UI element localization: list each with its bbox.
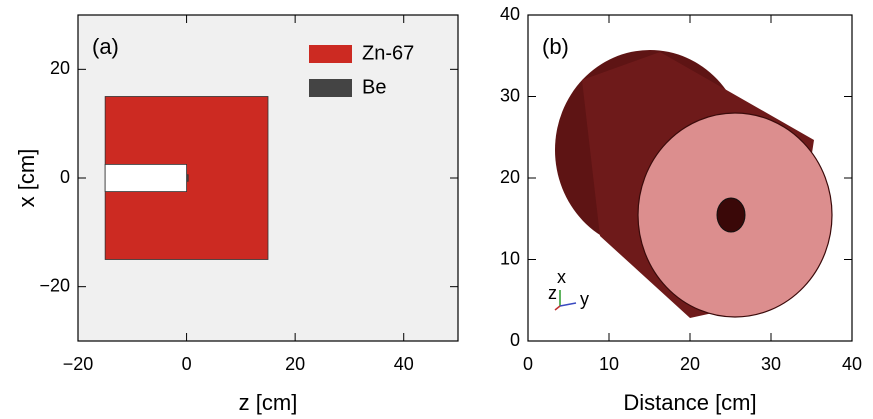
y-tick-label: 40 — [500, 4, 520, 24]
x-tick-label: 0 — [182, 354, 192, 374]
legend-swatch — [309, 45, 352, 63]
x-tick-label: −20 — [63, 354, 94, 374]
y-tick-label: 10 — [500, 248, 520, 268]
triad-label: y — [580, 289, 589, 309]
y-tick-label: 30 — [500, 85, 520, 105]
y-tick-label: 0 — [510, 330, 520, 350]
x-axis-label: z [cm] — [239, 390, 298, 415]
triad-label: x — [557, 267, 566, 287]
legend-label: Be — [362, 76, 386, 98]
figure: z x y Zn-67 Be −20 0 20 40 −20 0 20 (a) z [cm] x [c… — [0, 0, 873, 419]
triad-label: z — [548, 283, 557, 303]
triad-axis — [560, 303, 576, 306]
x-tick-label: 30 — [761, 354, 781, 374]
y-tick-label: 0 — [60, 167, 70, 187]
cylinder-render: z x y — [548, 50, 832, 318]
x-tick-label: 20 — [680, 354, 700, 374]
x-tick-label: 40 — [394, 354, 414, 374]
x-tick-label: 40 — [842, 354, 862, 374]
y-tick-label: −20 — [39, 275, 70, 295]
panel-label: (a) — [92, 34, 119, 59]
cylinder-hole — [717, 198, 745, 232]
y-tick-label: 20 — [500, 167, 520, 187]
x-tick-label: 10 — [599, 354, 619, 374]
y-tick-label: 20 — [50, 58, 70, 78]
legend-swatch — [309, 79, 352, 97]
page: {"chart_data": [ {"type": "geometry", "p… — [0, 0, 873, 419]
y-axis-label: x [cm] — [14, 149, 39, 208]
x-tick-label: 20 — [285, 354, 305, 374]
x-axis-label: Distance [cm] — [623, 390, 756, 415]
panel-label: (b) — [542, 34, 569, 59]
triad-axis — [555, 306, 560, 310]
void-region — [105, 164, 186, 191]
legend-label: Zn-67 — [362, 42, 414, 64]
x-tick-label: 0 — [523, 354, 533, 374]
